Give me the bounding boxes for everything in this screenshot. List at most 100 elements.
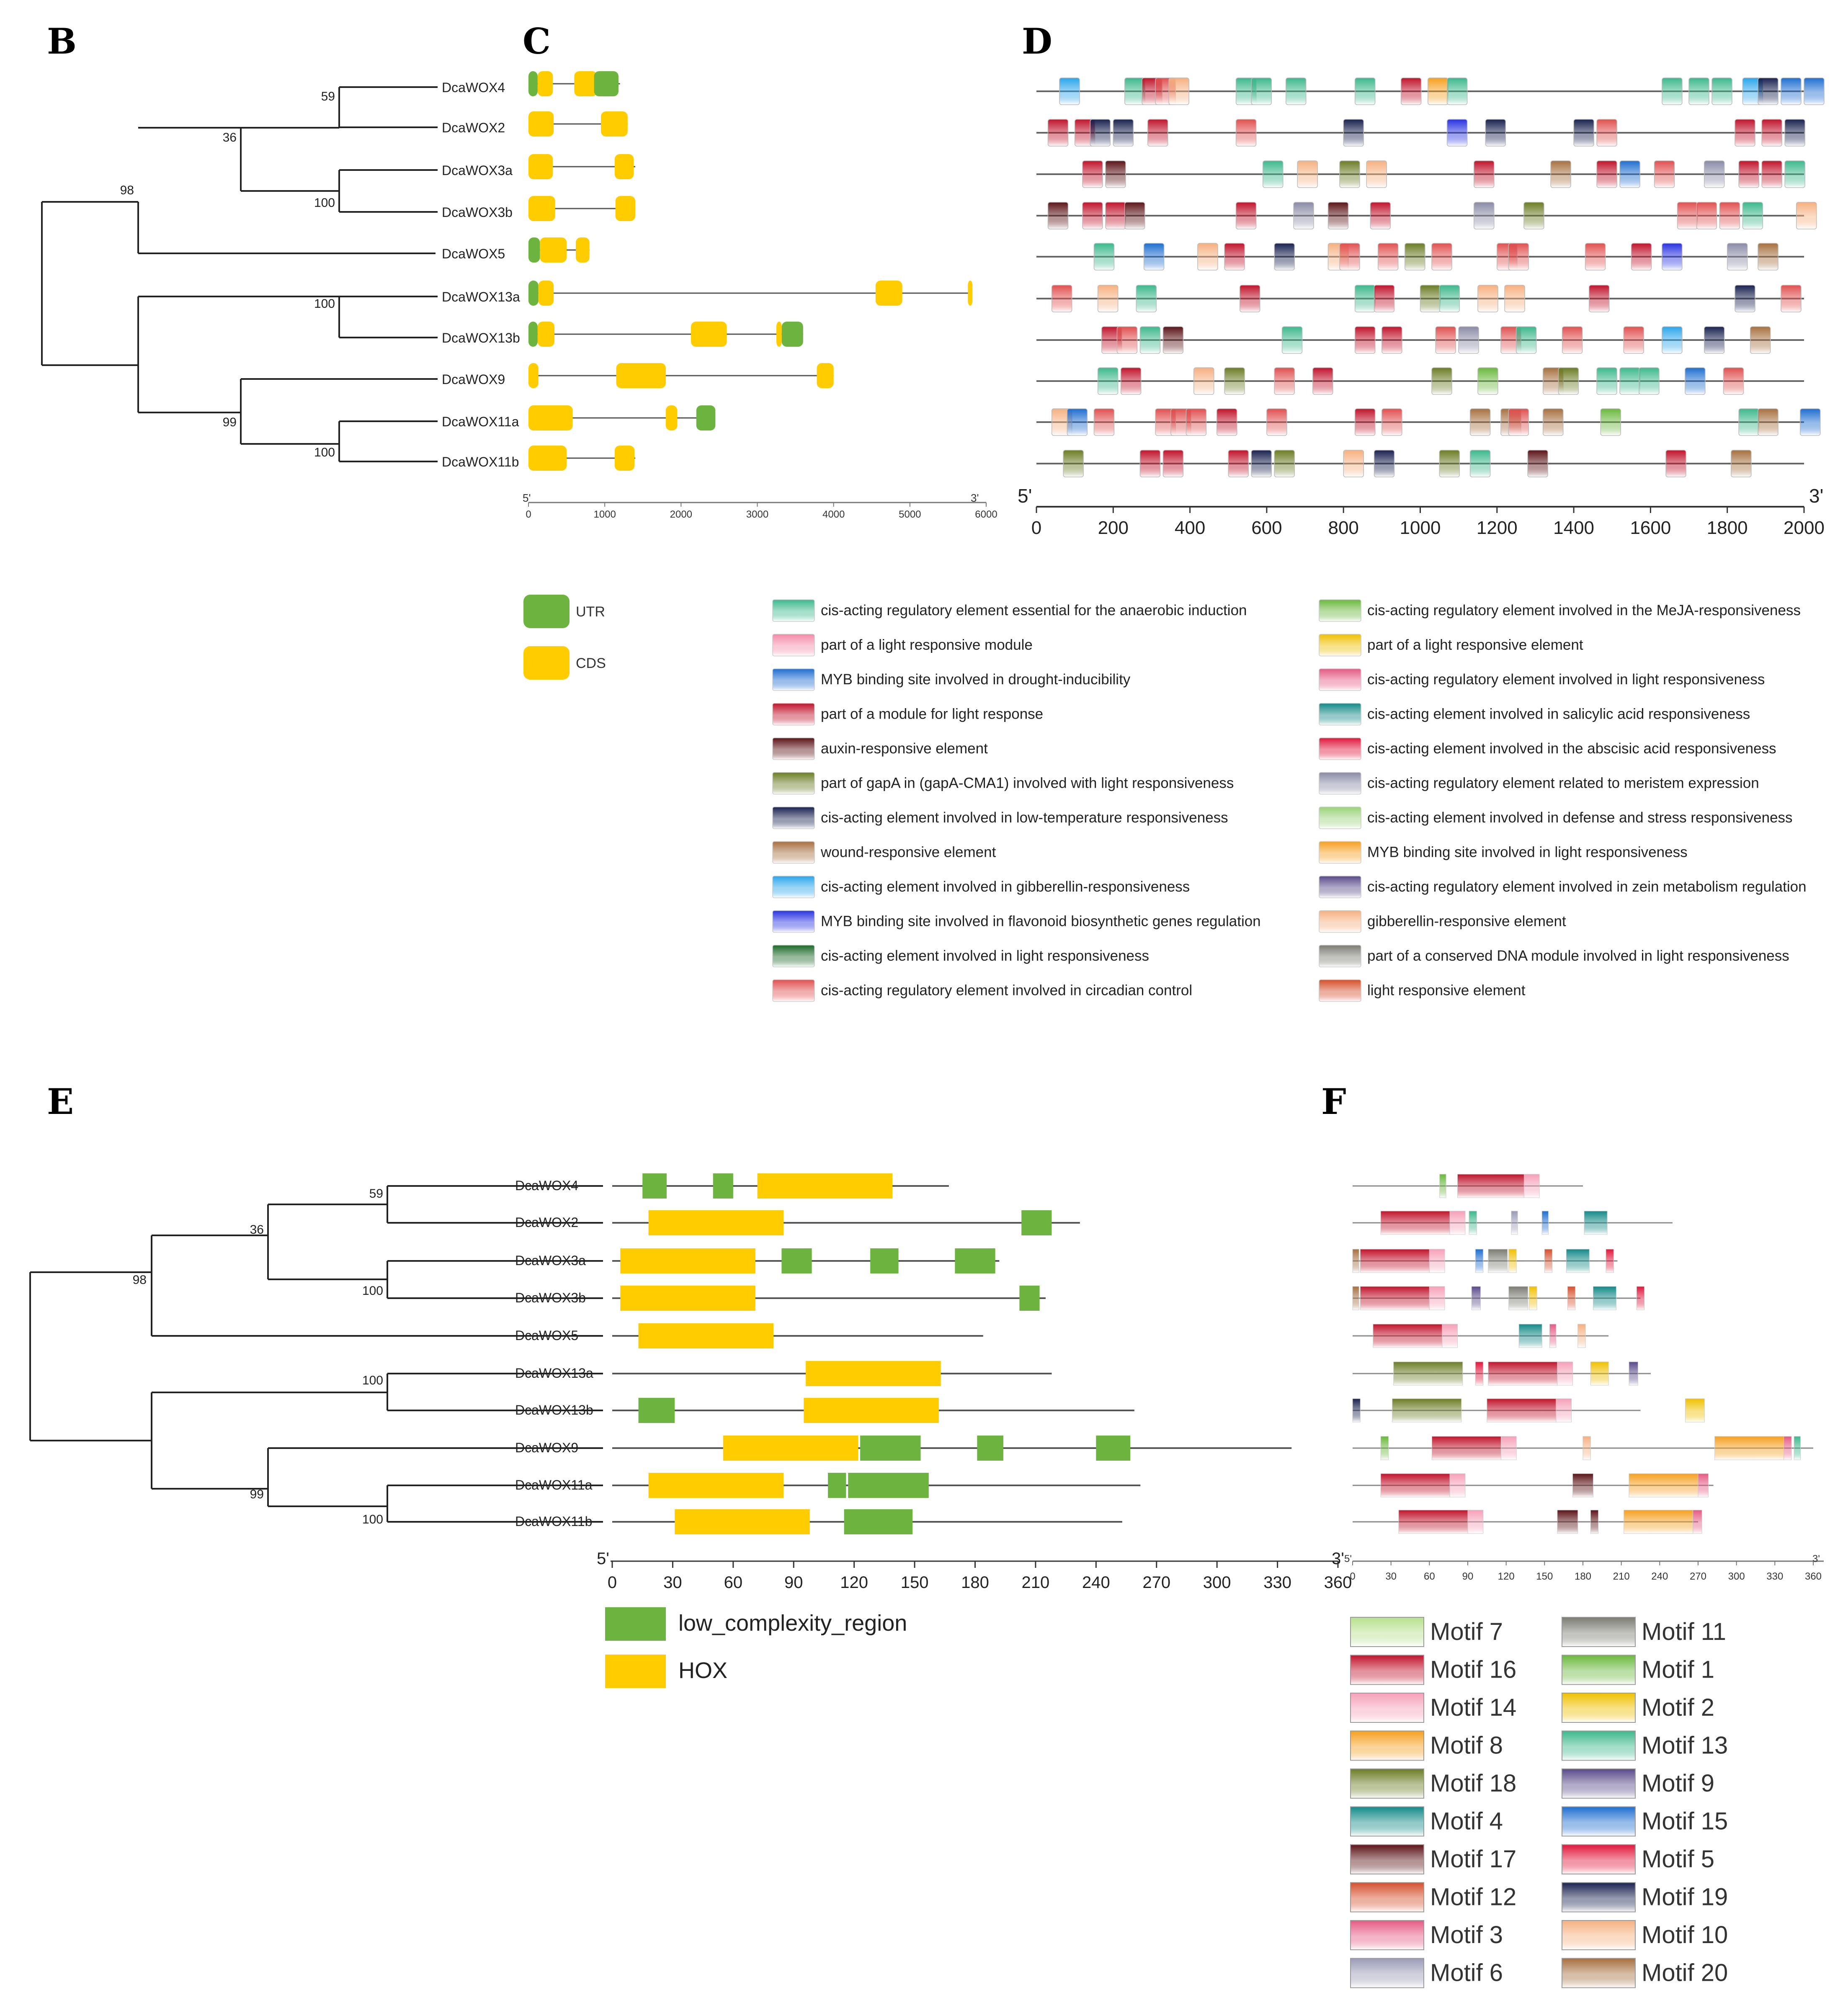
element-legend-label: MYB binding site involved in light respo… bbox=[1367, 844, 1688, 861]
element-legend-swatch bbox=[772, 668, 815, 691]
motif-legend-label: Motif 2 bbox=[1642, 1694, 1714, 1721]
cis-element-box bbox=[1047, 202, 1069, 229]
motif-legend: Motif 7 Motif 16 Motif 14 Motif 8 Motif 18 Mo… bbox=[1350, 1617, 1728, 1988]
motif-box bbox=[1583, 1436, 1591, 1460]
motif-box bbox=[1541, 1211, 1549, 1235]
cis-element-box bbox=[1067, 408, 1088, 436]
d-tick-label: 1200 bbox=[1477, 518, 1518, 538]
low-complexity-block bbox=[638, 1398, 675, 1423]
f-tick-label: 150 bbox=[1536, 1571, 1553, 1582]
element-legend-label: MYB binding site involved in flavonoid b… bbox=[821, 913, 1261, 930]
cis-element-box bbox=[1124, 202, 1145, 229]
cis-element-box bbox=[1596, 119, 1617, 147]
promoter-elements-d bbox=[1036, 77, 1825, 477]
cis-element-box bbox=[1665, 450, 1686, 477]
motif-box bbox=[1449, 1211, 1466, 1235]
low-complexity-block bbox=[781, 1248, 812, 1273]
cis-element-box bbox=[1297, 160, 1318, 188]
f-tick-label: 90 bbox=[1462, 1571, 1474, 1582]
motif-legend-label: Motif 20 bbox=[1642, 1959, 1728, 1987]
f-tick-label: 30 bbox=[1385, 1571, 1397, 1582]
d-tick-label: 0 bbox=[1031, 518, 1041, 538]
f-tick-label: 60 bbox=[1424, 1571, 1435, 1582]
motif-box bbox=[1469, 1211, 1477, 1235]
low-complexity-block bbox=[848, 1473, 929, 1498]
element-legend-label: cis-acting regulatory element involved i… bbox=[1367, 879, 1807, 895]
element-legend-swatch bbox=[1319, 910, 1361, 933]
cis-element-box bbox=[1731, 450, 1752, 477]
motif-box bbox=[1380, 1473, 1450, 1498]
motifs-f bbox=[1352, 1174, 1813, 1534]
low-complexity-block bbox=[828, 1473, 846, 1498]
c-tick-label: 3000 bbox=[746, 509, 768, 520]
cis-element-box bbox=[1105, 202, 1126, 229]
cis-element-box bbox=[1097, 367, 1119, 395]
cis-element-box bbox=[1639, 367, 1660, 395]
element-legend-swatch bbox=[772, 841, 815, 864]
cis-element-box bbox=[1186, 408, 1207, 436]
cis-element-box bbox=[1781, 77, 1802, 105]
element-legend-swatch bbox=[772, 703, 815, 726]
cis-element-box bbox=[1474, 160, 1495, 188]
cds-legend-label: CDS bbox=[576, 655, 606, 671]
cis-element-box bbox=[1758, 243, 1778, 271]
motif-box bbox=[1431, 1436, 1501, 1460]
cis-element-box bbox=[1742, 202, 1763, 229]
cis-element-box bbox=[1727, 243, 1748, 271]
low-complexity-block bbox=[1096, 1436, 1131, 1461]
hox-domain bbox=[620, 1248, 755, 1273]
element-legend-swatch bbox=[772, 979, 815, 1002]
motif-box bbox=[1685, 1398, 1705, 1423]
gene-label: DcaWOX2 bbox=[515, 1215, 578, 1230]
cds-block bbox=[968, 281, 973, 306]
motif-box bbox=[1566, 1249, 1590, 1273]
cis-element-box bbox=[1562, 326, 1583, 354]
gene-label: DcaWOX11b bbox=[442, 454, 519, 469]
element-legend-swatch bbox=[1319, 668, 1361, 691]
cis-element-box bbox=[1082, 160, 1103, 188]
cis-element-box bbox=[1523, 202, 1544, 229]
motif-box bbox=[1508, 1249, 1517, 1273]
cis-element-box bbox=[1274, 450, 1295, 477]
utr-legend-label: UTR bbox=[576, 604, 605, 620]
low-complexity-block bbox=[977, 1436, 1003, 1461]
f-tick-label: 0 bbox=[1350, 1571, 1355, 1582]
cis-element-box bbox=[1504, 285, 1525, 312]
cis-element-box bbox=[1619, 367, 1640, 395]
element-legend-label: light responsive element bbox=[1367, 982, 1526, 999]
cis-element-box bbox=[1381, 326, 1402, 354]
motif-box bbox=[1360, 1286, 1430, 1310]
motif-box bbox=[1511, 1211, 1518, 1235]
motif-box bbox=[1442, 1324, 1458, 1348]
cis-element-box bbox=[1439, 450, 1460, 477]
motif-box bbox=[1567, 1286, 1576, 1310]
f-tick-label: 210 bbox=[1613, 1571, 1630, 1582]
cis-element-box bbox=[1143, 243, 1165, 271]
cds-block bbox=[540, 237, 567, 263]
element-legend-swatch bbox=[1319, 841, 1361, 864]
motif-box bbox=[1457, 1174, 1524, 1198]
cds-block bbox=[537, 71, 553, 96]
c-tick-label: 6000 bbox=[975, 509, 997, 520]
motif-box bbox=[1549, 1324, 1557, 1348]
motif-legend-label: Motif 7 bbox=[1430, 1618, 1503, 1645]
cis-element-box bbox=[1274, 367, 1295, 395]
motif-legend-label: Motif 8 bbox=[1430, 1732, 1503, 1759]
motif-legend-swatch bbox=[1350, 1958, 1424, 1988]
cis-element-box bbox=[1239, 285, 1260, 312]
hox-legend-label: HOX bbox=[678, 1658, 727, 1683]
cis-element-box bbox=[1589, 285, 1610, 312]
motif-box bbox=[1624, 1510, 1693, 1534]
motif-box bbox=[1556, 1398, 1572, 1423]
motif-legend-swatch bbox=[1562, 1693, 1636, 1723]
f-tick-label: 360 bbox=[1805, 1571, 1822, 1582]
cds-block bbox=[776, 322, 782, 347]
cds-block bbox=[615, 196, 636, 221]
motif-box bbox=[1500, 1436, 1517, 1460]
element-legend-swatch bbox=[772, 945, 815, 967]
element-legend: cis-acting regulatory element essential … bbox=[772, 599, 1807, 1002]
bootstrap-value: 98 bbox=[133, 1273, 147, 1287]
element-legend-label: wound-responsive element bbox=[820, 844, 996, 861]
cis-element-box bbox=[1400, 77, 1422, 105]
motif-legend-label: Motif 17 bbox=[1430, 1846, 1516, 1873]
